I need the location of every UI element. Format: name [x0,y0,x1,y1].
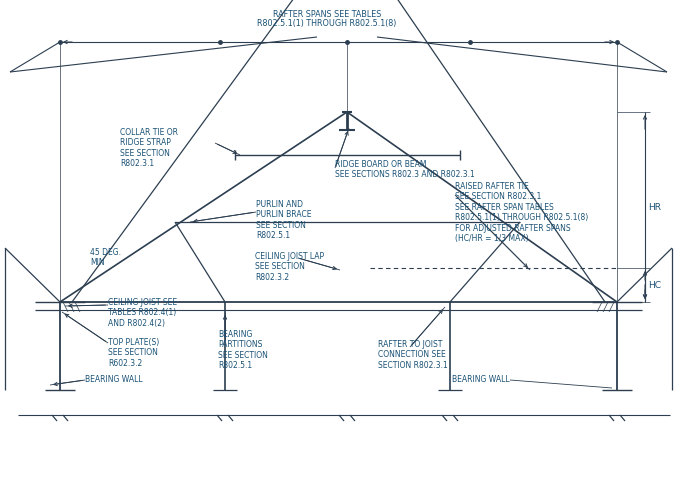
Text: BEARING
PARTITIONS
SEE SECTION
R802.5.1: BEARING PARTITIONS SEE SECTION R802.5.1 [218,330,268,370]
Text: RIDGE BOARD OR BEAM
SEE SECTIONS R802.3 AND R802.3.1: RIDGE BOARD OR BEAM SEE SECTIONS R802.3 … [335,160,475,179]
Text: BEARING WALL: BEARING WALL [85,375,143,384]
Text: RAISED RAFTER TIE
SEE SECTION R802.3.1
SEE RAFTER SPAN TABLES
R802.5.1(1) THROUG: RAISED RAFTER TIE SEE SECTION R802.3.1 S… [455,182,589,243]
Text: TOP PLATE(S)
SEE SECTION
R602.3.2: TOP PLATE(S) SEE SECTION R602.3.2 [108,338,159,368]
Text: COLLAR TIE OR
RIDGE STRAP
SEE SECTION
R802.3.1: COLLAR TIE OR RIDGE STRAP SEE SECTION R8… [120,128,178,168]
Text: 45 DEG.
MIN: 45 DEG. MIN [90,248,121,268]
Text: CEILING JOIST SEE
TABLES R802.4(1)
AND R802.4(2): CEILING JOIST SEE TABLES R802.4(1) AND R… [108,298,177,328]
Text: PURLIN AND
PURLIN BRACE
SEE SECTION
R802.5.1: PURLIN AND PURLIN BRACE SEE SECTION R802… [256,200,312,240]
Text: CEILING JOIST LAP
SEE SECTION
R802.3.2: CEILING JOIST LAP SEE SECTION R802.3.2 [255,252,324,282]
Text: R802.5.1(1) THROUGH R802.5.1(8): R802.5.1(1) THROUGH R802.5.1(8) [257,19,397,28]
Text: HC: HC [648,281,661,289]
Text: RAFTER SPANS SEE TABLES: RAFTER SPANS SEE TABLES [273,10,381,19]
Text: RAFTER TO JOIST
CONNECTION SEE
SECTION R802.3.1: RAFTER TO JOIST CONNECTION SEE SECTION R… [378,340,448,370]
Text: HR: HR [648,202,661,212]
Text: BEARING WALL: BEARING WALL [452,375,509,384]
